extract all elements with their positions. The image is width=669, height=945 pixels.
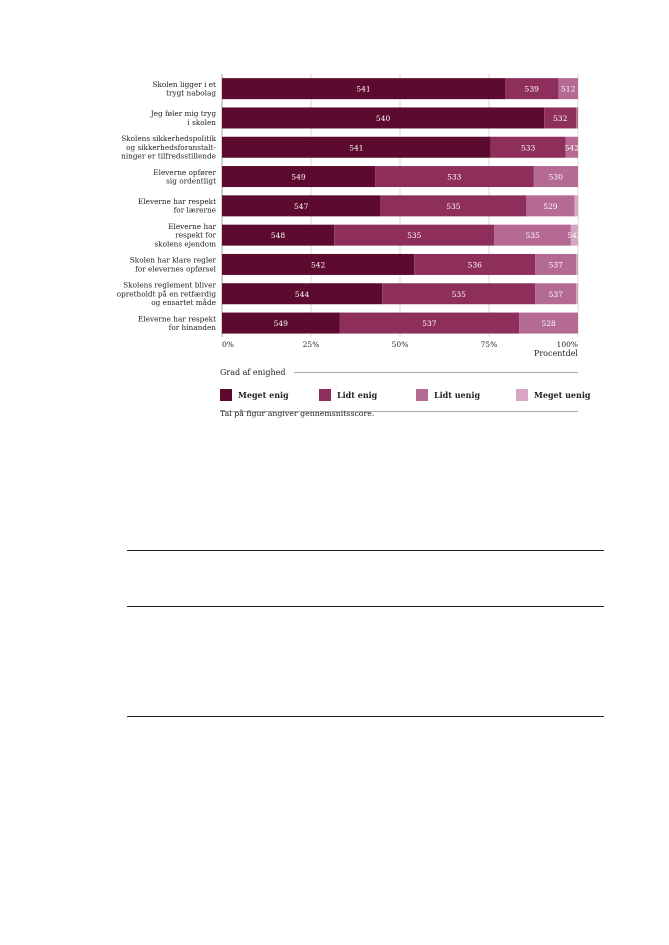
bar-label-2-2: 542	[565, 143, 580, 152]
legend-swatch-3	[516, 389, 528, 401]
bar-label-0-1: 539	[525, 85, 540, 94]
legend-swatch-1	[319, 389, 331, 401]
category-label-3: Eleverne opfører sig ordentligt	[153, 168, 216, 186]
bar-label-3-0: 549	[291, 173, 306, 182]
legend-swatch-2	[416, 389, 428, 401]
x-tick-labels: 0% 25% 50% 75% 100%	[222, 340, 578, 349]
bar-label-8-1: 537	[422, 319, 437, 328]
bar-label-0-0: 541	[356, 85, 370, 94]
bar-8-0	[222, 312, 340, 334]
legend-item-1: Lidt enig	[319, 389, 377, 401]
bar-label-1-1: 532	[553, 114, 568, 123]
bar-label-5-0: 548	[271, 231, 286, 240]
bar-label-7-2: 537	[549, 290, 564, 299]
x-axis-label: Procentdel	[534, 349, 578, 358]
bar-7-0	[222, 283, 383, 305]
divider-rule-1	[127, 550, 604, 551]
legend-label-2: Lidt uenig	[434, 390, 481, 400]
bar-2-2	[565, 136, 578, 158]
legend-label-0: Meget enig	[238, 390, 289, 400]
bar-7-2	[535, 283, 577, 305]
bar-label-6-1: 536	[468, 260, 483, 269]
x-tick-3: 75%	[481, 340, 498, 349]
bar-6-0	[222, 253, 415, 275]
bar-5-2	[494, 224, 571, 246]
figure-note: Tal på figur angiver gennemsnitsscore.	[220, 409, 375, 418]
legend-label-3: Meget uenig	[534, 390, 591, 400]
category-label-5: Eleverne har respekt for skolens ejendom	[154, 222, 216, 248]
bar-label-4-1: 535	[446, 202, 461, 211]
bar-4-1	[380, 195, 527, 217]
bar-6-2	[535, 253, 577, 275]
bar-label-5-2: 535	[525, 231, 540, 240]
x-tick-4: 100%	[557, 340, 578, 349]
legend-items: Meget enig Lidt enig Lidt uenig Meget uenig	[220, 389, 590, 409]
bar-3-0	[222, 166, 376, 188]
bar-label-6-0: 542	[311, 260, 326, 269]
bar-1-0	[222, 107, 545, 129]
legend-divider	[293, 371, 578, 373]
category-label-8: Eleverne har respekt for hinanden	[138, 314, 216, 332]
bar-5-3	[570, 224, 578, 246]
legend-item-0: Meget enig	[220, 389, 289, 401]
bar-label-8-2: 528	[541, 319, 556, 328]
legend-item-3: Meget uenig	[516, 389, 590, 401]
bar-7-1	[382, 283, 536, 305]
category-labels: Skolen ligger i et trygt nabolag Jeg føler…	[117, 80, 217, 332]
category-label-2: Skolens sikkerhedspolitik og sikkerhedsfo…	[121, 134, 216, 160]
bar-label-6-2: 537	[549, 260, 564, 269]
x-tick-2: 50%	[392, 340, 409, 349]
bar-5-0	[222, 224, 335, 246]
category-label-6: Skolen har klare regler for elevernes opf…	[130, 256, 217, 274]
legend-swatch-0	[220, 389, 232, 401]
bar-label-3-1: 533	[447, 173, 462, 182]
bar-label-5-1: 535	[407, 231, 422, 240]
bar-label-8-0: 549	[274, 319, 289, 328]
bar-6-3	[576, 253, 578, 275]
category-label-4: Eleverne har respekt for lærerne	[138, 197, 216, 215]
bar-label-1-0: 540	[376, 114, 391, 123]
legend-label-1: Lidt enig	[337, 390, 378, 400]
bar-label-0-2: 512	[561, 85, 576, 94]
bar-label-4-2: 529	[543, 202, 558, 211]
bar-0-0	[222, 78, 506, 100]
bar-label-7-0: 544	[295, 290, 310, 299]
bar-8-2	[519, 312, 578, 334]
bar-2-1	[490, 136, 566, 158]
bar-6-1	[414, 253, 536, 275]
bar-0-2	[558, 78, 578, 100]
bar-7-3	[576, 283, 578, 305]
x-tick-1: 25%	[303, 340, 320, 349]
category-label-0: Skolen ligger i et trygt nabolag	[152, 80, 216, 98]
bar-label-3-2: 530	[549, 173, 564, 182]
legend-item-2: Lidt uenig	[416, 389, 480, 401]
category-label-7: Skolens reglement bliver opretholdt på en…	[117, 281, 217, 307]
bar-5-1	[334, 224, 495, 246]
bar-1-2	[576, 107, 578, 129]
bar-label-7-1: 535	[452, 290, 467, 299]
bar-label-2-0: 541	[349, 143, 363, 152]
divider-rule-3	[127, 716, 604, 717]
legend-bottom-divider	[220, 411, 578, 412]
bar-1-1	[544, 107, 577, 129]
x-tick-0: 0%	[222, 340, 234, 349]
bar-label-4-0: 547	[294, 202, 309, 211]
bar-8-1	[339, 312, 520, 334]
bar-0-1	[505, 78, 559, 100]
bar-label-2-1: 533	[521, 143, 536, 152]
category-label-1: Jeg føler mig tryg i skolen	[150, 109, 217, 127]
bar-4-3	[574, 195, 578, 217]
divider-rule-2	[127, 606, 604, 607]
bars: 541 539 512 540 532 541 533 542 549 533 530 547 535 5…	[222, 78, 582, 334]
legend-title: Grad af enighed	[220, 367, 286, 377]
bar-3-1	[375, 166, 534, 188]
legend: Grad af enighed Meget enig Lidt enig Lidt …	[220, 366, 590, 412]
bar-4-2	[526, 195, 575, 217]
stacked-bar-chart: 541 539 512 540 532 541 533 542 549 533 530 547 535 5…	[117, 74, 582, 358]
bar-label-5-3: 543	[567, 231, 582, 240]
bar-3-2	[533, 166, 578, 188]
bar-2-0	[222, 136, 491, 158]
bar-4-0	[222, 195, 381, 217]
